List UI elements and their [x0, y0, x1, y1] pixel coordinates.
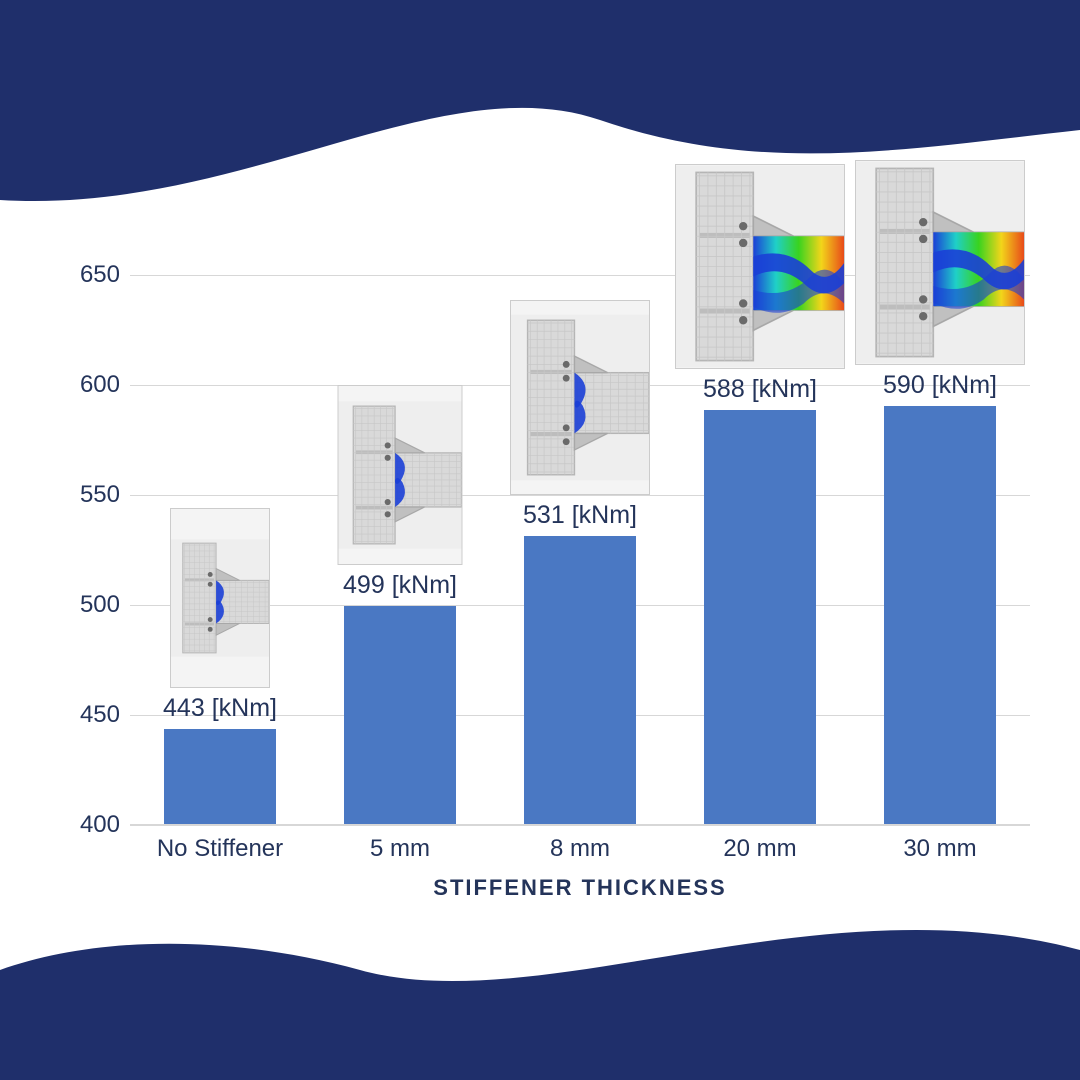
- bar-value-label: 499 [kNm]: [343, 571, 457, 600]
- x-tick-label: 8 mm: [550, 835, 610, 863]
- bar: [164, 729, 276, 824]
- bar-value-label: 588 [kNm]: [703, 375, 817, 404]
- y-tick-label: 550: [60, 481, 120, 509]
- x-tick-label: 30 mm: [903, 835, 976, 863]
- y-tick-label: 500: [60, 591, 120, 619]
- bar: [524, 536, 636, 824]
- bottom-decorative-band: [0, 910, 1080, 1080]
- x-tick-label: 20 mm: [723, 835, 796, 863]
- bar-value-label: 443 [kNm]: [163, 694, 277, 723]
- bar-value-label: 590 [kNm]: [883, 371, 997, 400]
- bar: [884, 406, 996, 824]
- fea-thumbnail: [855, 160, 1025, 365]
- fea-thumbnail: [675, 164, 845, 369]
- y-tick-label: 450: [60, 701, 120, 729]
- bar: [344, 606, 456, 824]
- fea-thumbnail: [510, 300, 650, 495]
- fea-thumbnail: [338, 385, 463, 565]
- grid-line: [130, 825, 1030, 826]
- stiffener-bar-chart: STIFFENER THICKNESS 400450500550600650No…: [60, 275, 1040, 905]
- x-tick-label: 5 mm: [370, 835, 430, 863]
- x-axis-title: STIFFENER THICKNESS: [130, 875, 1030, 901]
- x-tick-label: No Stiffener: [157, 835, 283, 863]
- fea-thumbnail: [170, 508, 270, 688]
- y-tick-label: 600: [60, 371, 120, 399]
- y-tick-label: 650: [60, 261, 120, 289]
- bar-value-label: 531 [kNm]: [523, 501, 637, 530]
- y-tick-label: 400: [60, 811, 120, 839]
- bar: [704, 410, 816, 824]
